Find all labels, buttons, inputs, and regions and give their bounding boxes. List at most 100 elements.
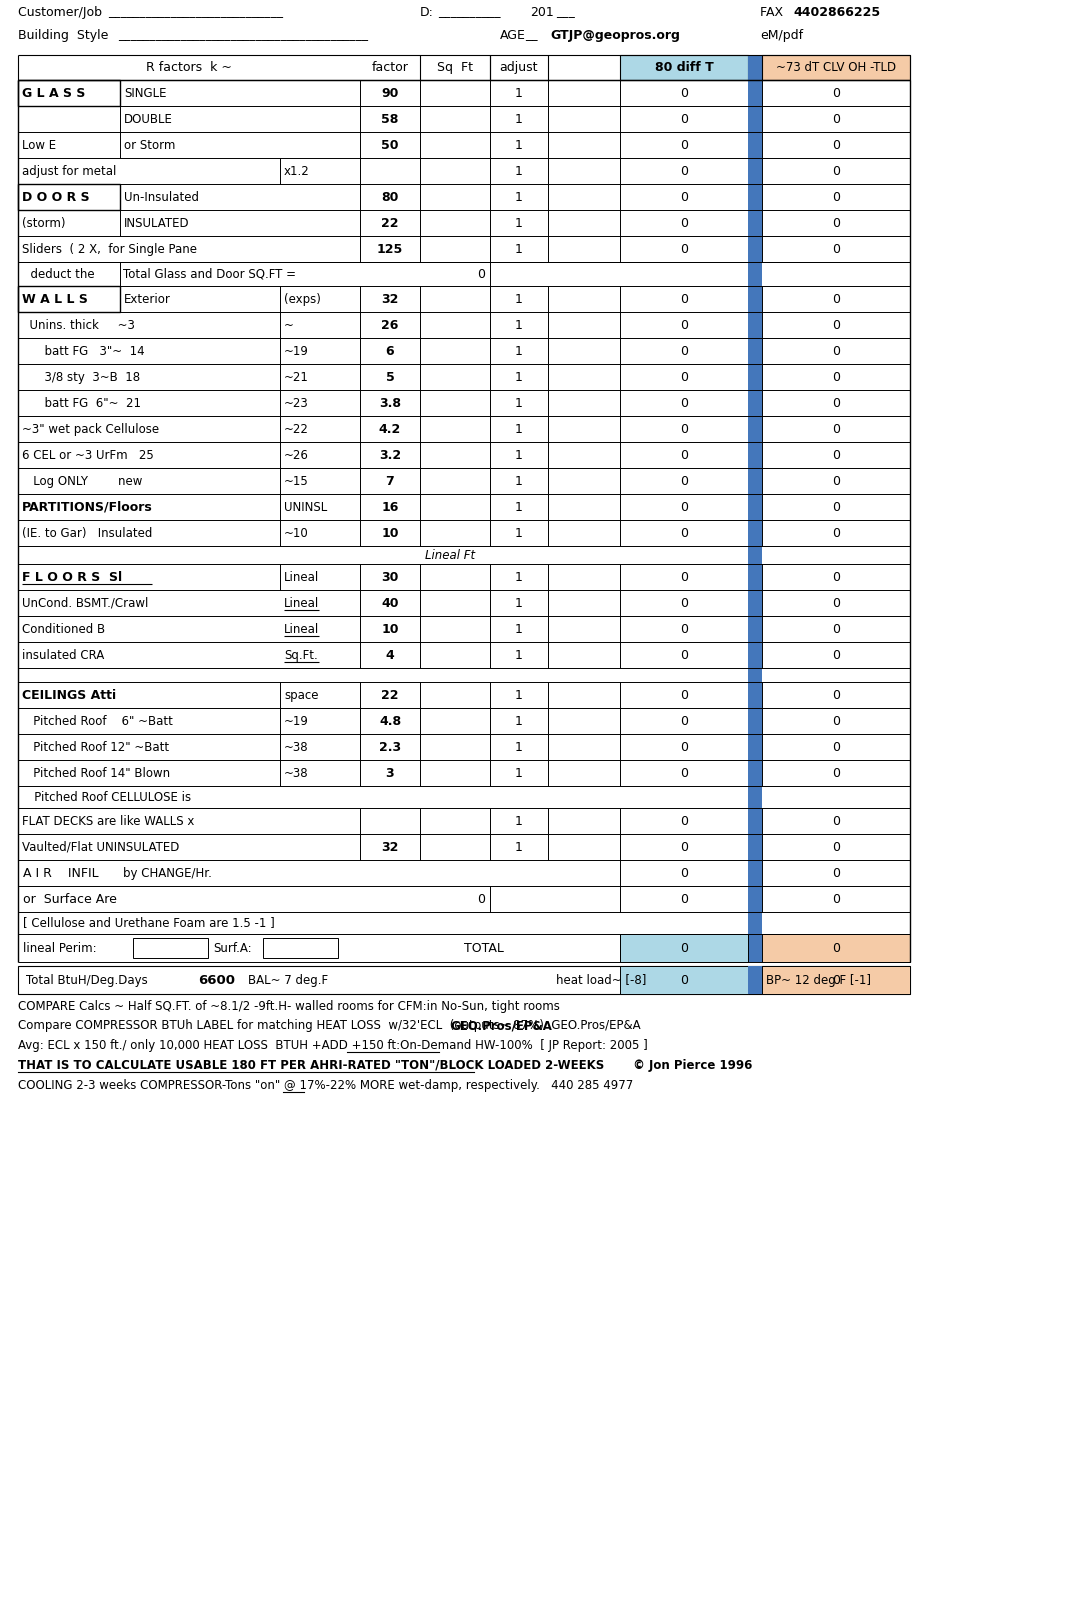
Text: 1: 1 bbox=[515, 191, 523, 204]
Text: 0: 0 bbox=[832, 526, 840, 539]
Text: 1: 1 bbox=[515, 649, 523, 662]
Text: SINGLE: SINGLE bbox=[124, 86, 166, 99]
Bar bbox=[748, 184, 762, 210]
Text: 0: 0 bbox=[680, 814, 688, 827]
Text: DOUBLE: DOUBLE bbox=[124, 113, 173, 126]
Text: INSULATED: INSULATED bbox=[124, 217, 190, 230]
Bar bbox=[748, 286, 762, 312]
Text: 1: 1 bbox=[515, 371, 523, 383]
Text: ~19: ~19 bbox=[284, 715, 309, 728]
Text: 3: 3 bbox=[386, 767, 394, 780]
Text: 80 diff T: 80 diff T bbox=[654, 61, 714, 74]
Text: UNINSL: UNINSL bbox=[284, 500, 327, 513]
Text: __________: __________ bbox=[438, 5, 500, 18]
Bar bbox=[748, 668, 762, 683]
Text: 5: 5 bbox=[386, 371, 394, 383]
Text: 0: 0 bbox=[832, 113, 840, 126]
Text: 0: 0 bbox=[832, 422, 840, 435]
Bar bbox=[748, 709, 762, 735]
Text: 0: 0 bbox=[680, 571, 688, 584]
Text: 0: 0 bbox=[680, 715, 688, 728]
Text: 0: 0 bbox=[680, 293, 688, 306]
Text: 1: 1 bbox=[515, 715, 523, 728]
Text: batt FG  6"~  21: batt FG 6"~ 21 bbox=[22, 396, 141, 409]
Text: 1: 1 bbox=[515, 741, 523, 754]
Bar bbox=[748, 786, 762, 807]
Text: AGE: AGE bbox=[500, 29, 526, 42]
Text: Total Glass and Door SQ.FT =: Total Glass and Door SQ.FT = bbox=[123, 267, 296, 280]
Text: 201: 201 bbox=[530, 5, 554, 18]
Text: 7: 7 bbox=[386, 474, 394, 487]
Text: ~: ~ bbox=[284, 319, 294, 332]
Text: 10: 10 bbox=[381, 623, 399, 636]
Bar bbox=[748, 934, 762, 963]
Text: ~22: ~22 bbox=[284, 422, 309, 435]
Text: __: __ bbox=[525, 29, 538, 42]
Text: G L A S S: G L A S S bbox=[22, 86, 85, 99]
Text: ________________________________________: ________________________________________ bbox=[118, 29, 368, 42]
Bar bbox=[18, 966, 910, 993]
Text: ~19: ~19 bbox=[284, 345, 309, 358]
Bar bbox=[748, 833, 762, 861]
Text: 1: 1 bbox=[515, 597, 523, 610]
Bar bbox=[620, 55, 748, 79]
Text: 30: 30 bbox=[381, 571, 399, 584]
Text: 0: 0 bbox=[680, 867, 688, 880]
Bar bbox=[264, 938, 338, 958]
Text: Lineal: Lineal bbox=[284, 571, 320, 584]
Bar bbox=[748, 545, 762, 565]
Text: 1: 1 bbox=[515, 474, 523, 487]
Bar bbox=[748, 887, 762, 913]
Bar bbox=[748, 913, 762, 934]
Text: ~23: ~23 bbox=[284, 396, 309, 409]
Text: 26: 26 bbox=[381, 319, 399, 332]
Text: 0: 0 bbox=[832, 474, 840, 487]
Text: 0: 0 bbox=[832, 86, 840, 99]
Text: 0: 0 bbox=[832, 371, 840, 383]
Text: 80: 80 bbox=[381, 191, 399, 204]
Text: Pitched Roof    6" ~Batt: Pitched Roof 6" ~Batt bbox=[22, 715, 173, 728]
Text: 0: 0 bbox=[680, 319, 688, 332]
Text: 0: 0 bbox=[832, 448, 840, 461]
Bar bbox=[748, 519, 762, 545]
Text: 4402866225: 4402866225 bbox=[793, 5, 880, 18]
Text: 1: 1 bbox=[515, 448, 523, 461]
Text: 0: 0 bbox=[832, 597, 840, 610]
Text: 4.2: 4.2 bbox=[379, 422, 401, 435]
Text: ~3" wet pack Cellulose: ~3" wet pack Cellulose bbox=[22, 422, 159, 435]
Text: 22: 22 bbox=[381, 217, 399, 230]
Text: 1: 1 bbox=[515, 113, 523, 126]
Text: 0: 0 bbox=[832, 243, 840, 256]
Text: 1: 1 bbox=[515, 293, 523, 306]
Text: Sliders  ( 2 X,  for Single Pane: Sliders ( 2 X, for Single Pane bbox=[22, 243, 197, 256]
Bar bbox=[18, 286, 120, 312]
Text: Log ONLY        new: Log ONLY new bbox=[22, 474, 143, 487]
Text: 2.3: 2.3 bbox=[379, 741, 401, 754]
Text: FLAT DECKS are like WALLS x: FLAT DECKS are like WALLS x bbox=[22, 814, 194, 827]
Text: R factors  k ~: R factors k ~ bbox=[146, 61, 232, 74]
Bar bbox=[762, 934, 910, 963]
Text: 0: 0 bbox=[680, 623, 688, 636]
Text: ____________________________: ____________________________ bbox=[108, 5, 283, 18]
Text: 0: 0 bbox=[832, 293, 840, 306]
Text: 32: 32 bbox=[381, 840, 399, 854]
Text: 0: 0 bbox=[680, 840, 688, 854]
Text: 0: 0 bbox=[680, 741, 688, 754]
Text: 50: 50 bbox=[381, 139, 399, 152]
Text: 1: 1 bbox=[515, 623, 523, 636]
Text: 0: 0 bbox=[680, 500, 688, 513]
Text: 3/8 sty  3~B  18: 3/8 sty 3~B 18 bbox=[22, 371, 140, 383]
Text: 0: 0 bbox=[680, 767, 688, 780]
Bar bbox=[133, 938, 208, 958]
Text: W A L L S: W A L L S bbox=[22, 293, 87, 306]
Text: COOLING 2-3 weeks COMPRESSOR-Tons "on" @ 17%-22% MORE wet-damp, respectively.   : COOLING 2-3 weeks COMPRESSOR-Tons "on" @… bbox=[18, 1079, 633, 1092]
Text: 1: 1 bbox=[515, 767, 523, 780]
Text: 1: 1 bbox=[515, 217, 523, 230]
Text: 0: 0 bbox=[832, 623, 840, 636]
Text: Pitched Roof 12" ~Batt: Pitched Roof 12" ~Batt bbox=[22, 741, 170, 754]
Text: or  Surface Are: or Surface Are bbox=[23, 893, 117, 906]
Text: 0: 0 bbox=[832, 500, 840, 513]
Text: 0: 0 bbox=[680, 191, 688, 204]
Text: 1: 1 bbox=[515, 243, 523, 256]
Text: 0: 0 bbox=[832, 715, 840, 728]
